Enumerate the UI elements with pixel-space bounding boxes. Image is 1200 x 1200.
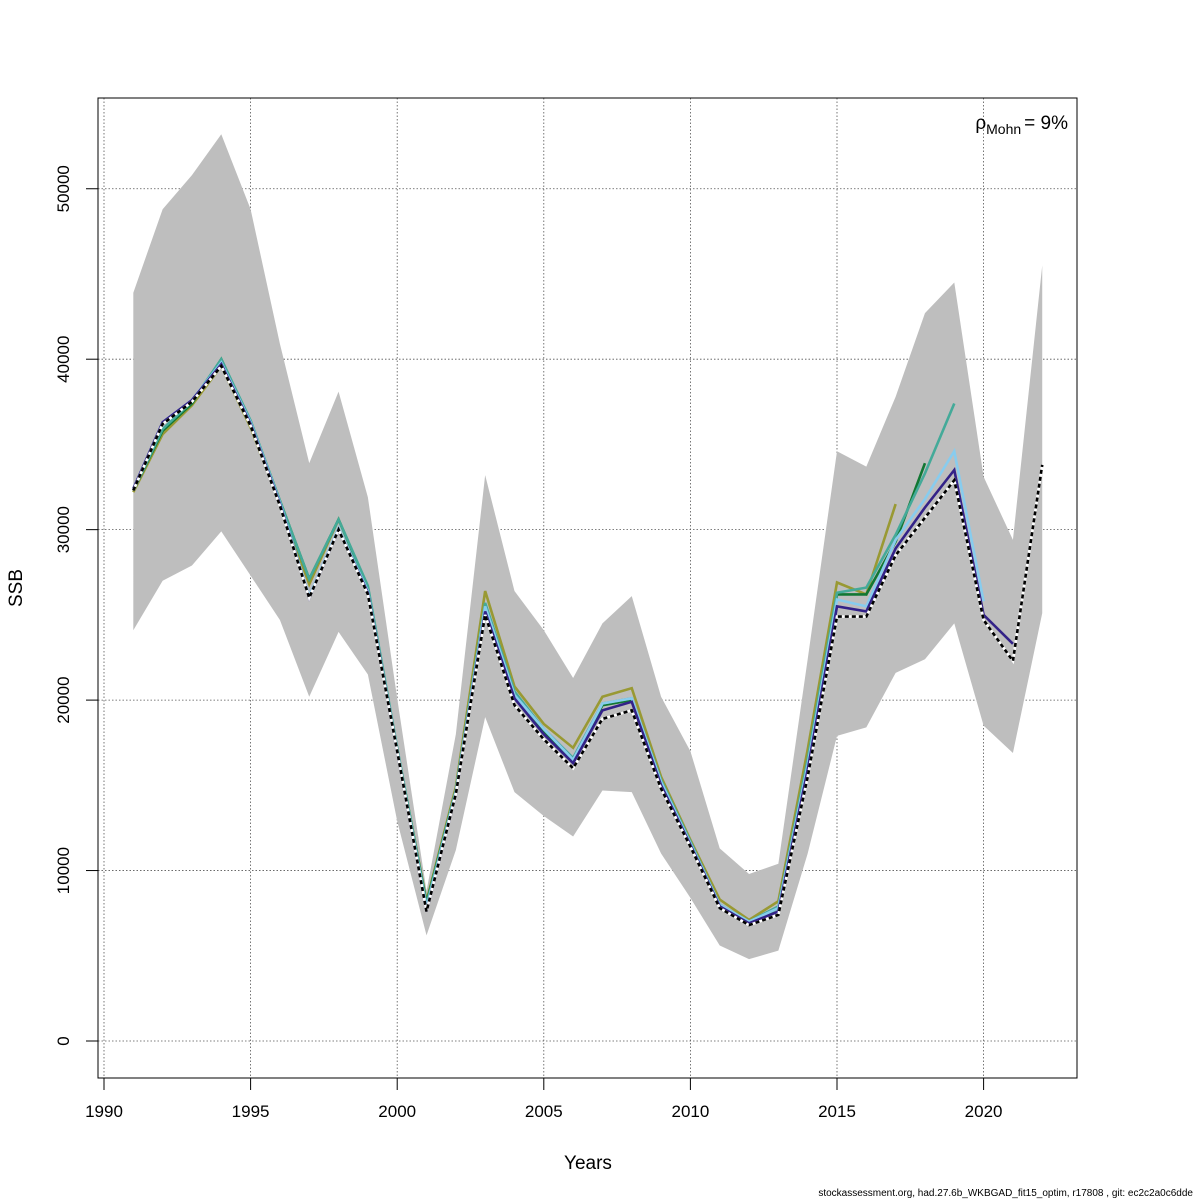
mohn-rho-annotation: ρMohn = 9% [975, 113, 1068, 137]
x-tick-label: 2005 [525, 1102, 563, 1121]
y-axis-title: SSB [6, 569, 27, 607]
y-tick-label: 0 [54, 1036, 73, 1045]
x-axis: 1990 1995 2000 2005 2010 2015 2020 [85, 1077, 1003, 1121]
rho-value: = 9% [1024, 113, 1068, 134]
x-tick-label: 2010 [671, 1102, 709, 1121]
y-tick-label: 20000 [54, 676, 73, 723]
series-line-base-assessment-2022 [132, 363, 1044, 927]
y-tick-label: 30000 [54, 506, 73, 553]
x-tick-label: 2015 [818, 1102, 856, 1121]
series-layer [132, 356, 1044, 927]
footer-source: stockassessment.org, had.27.6b_WKBGAD_fi… [818, 1188, 1193, 1199]
y-tick-label: 40000 [54, 336, 73, 383]
confidence-band-layer [133, 134, 1043, 960]
confidence-band [133, 134, 1043, 960]
rho-symbol: ρ [975, 113, 986, 134]
y-tick-label: 10000 [54, 847, 73, 894]
rho-subscript: Mohn [986, 121, 1021, 137]
x-tick-label: 1990 [85, 1102, 123, 1121]
x-tick-label: 2000 [378, 1102, 416, 1121]
x-tick-label: 2020 [965, 1102, 1003, 1121]
y-axis: 0 10000 20000 30000 40000 50000 [54, 165, 99, 1046]
x-tick-label: 1995 [232, 1102, 270, 1121]
x-axis-title: Years [564, 1153, 612, 1174]
y-tick-label: 50000 [54, 165, 73, 212]
